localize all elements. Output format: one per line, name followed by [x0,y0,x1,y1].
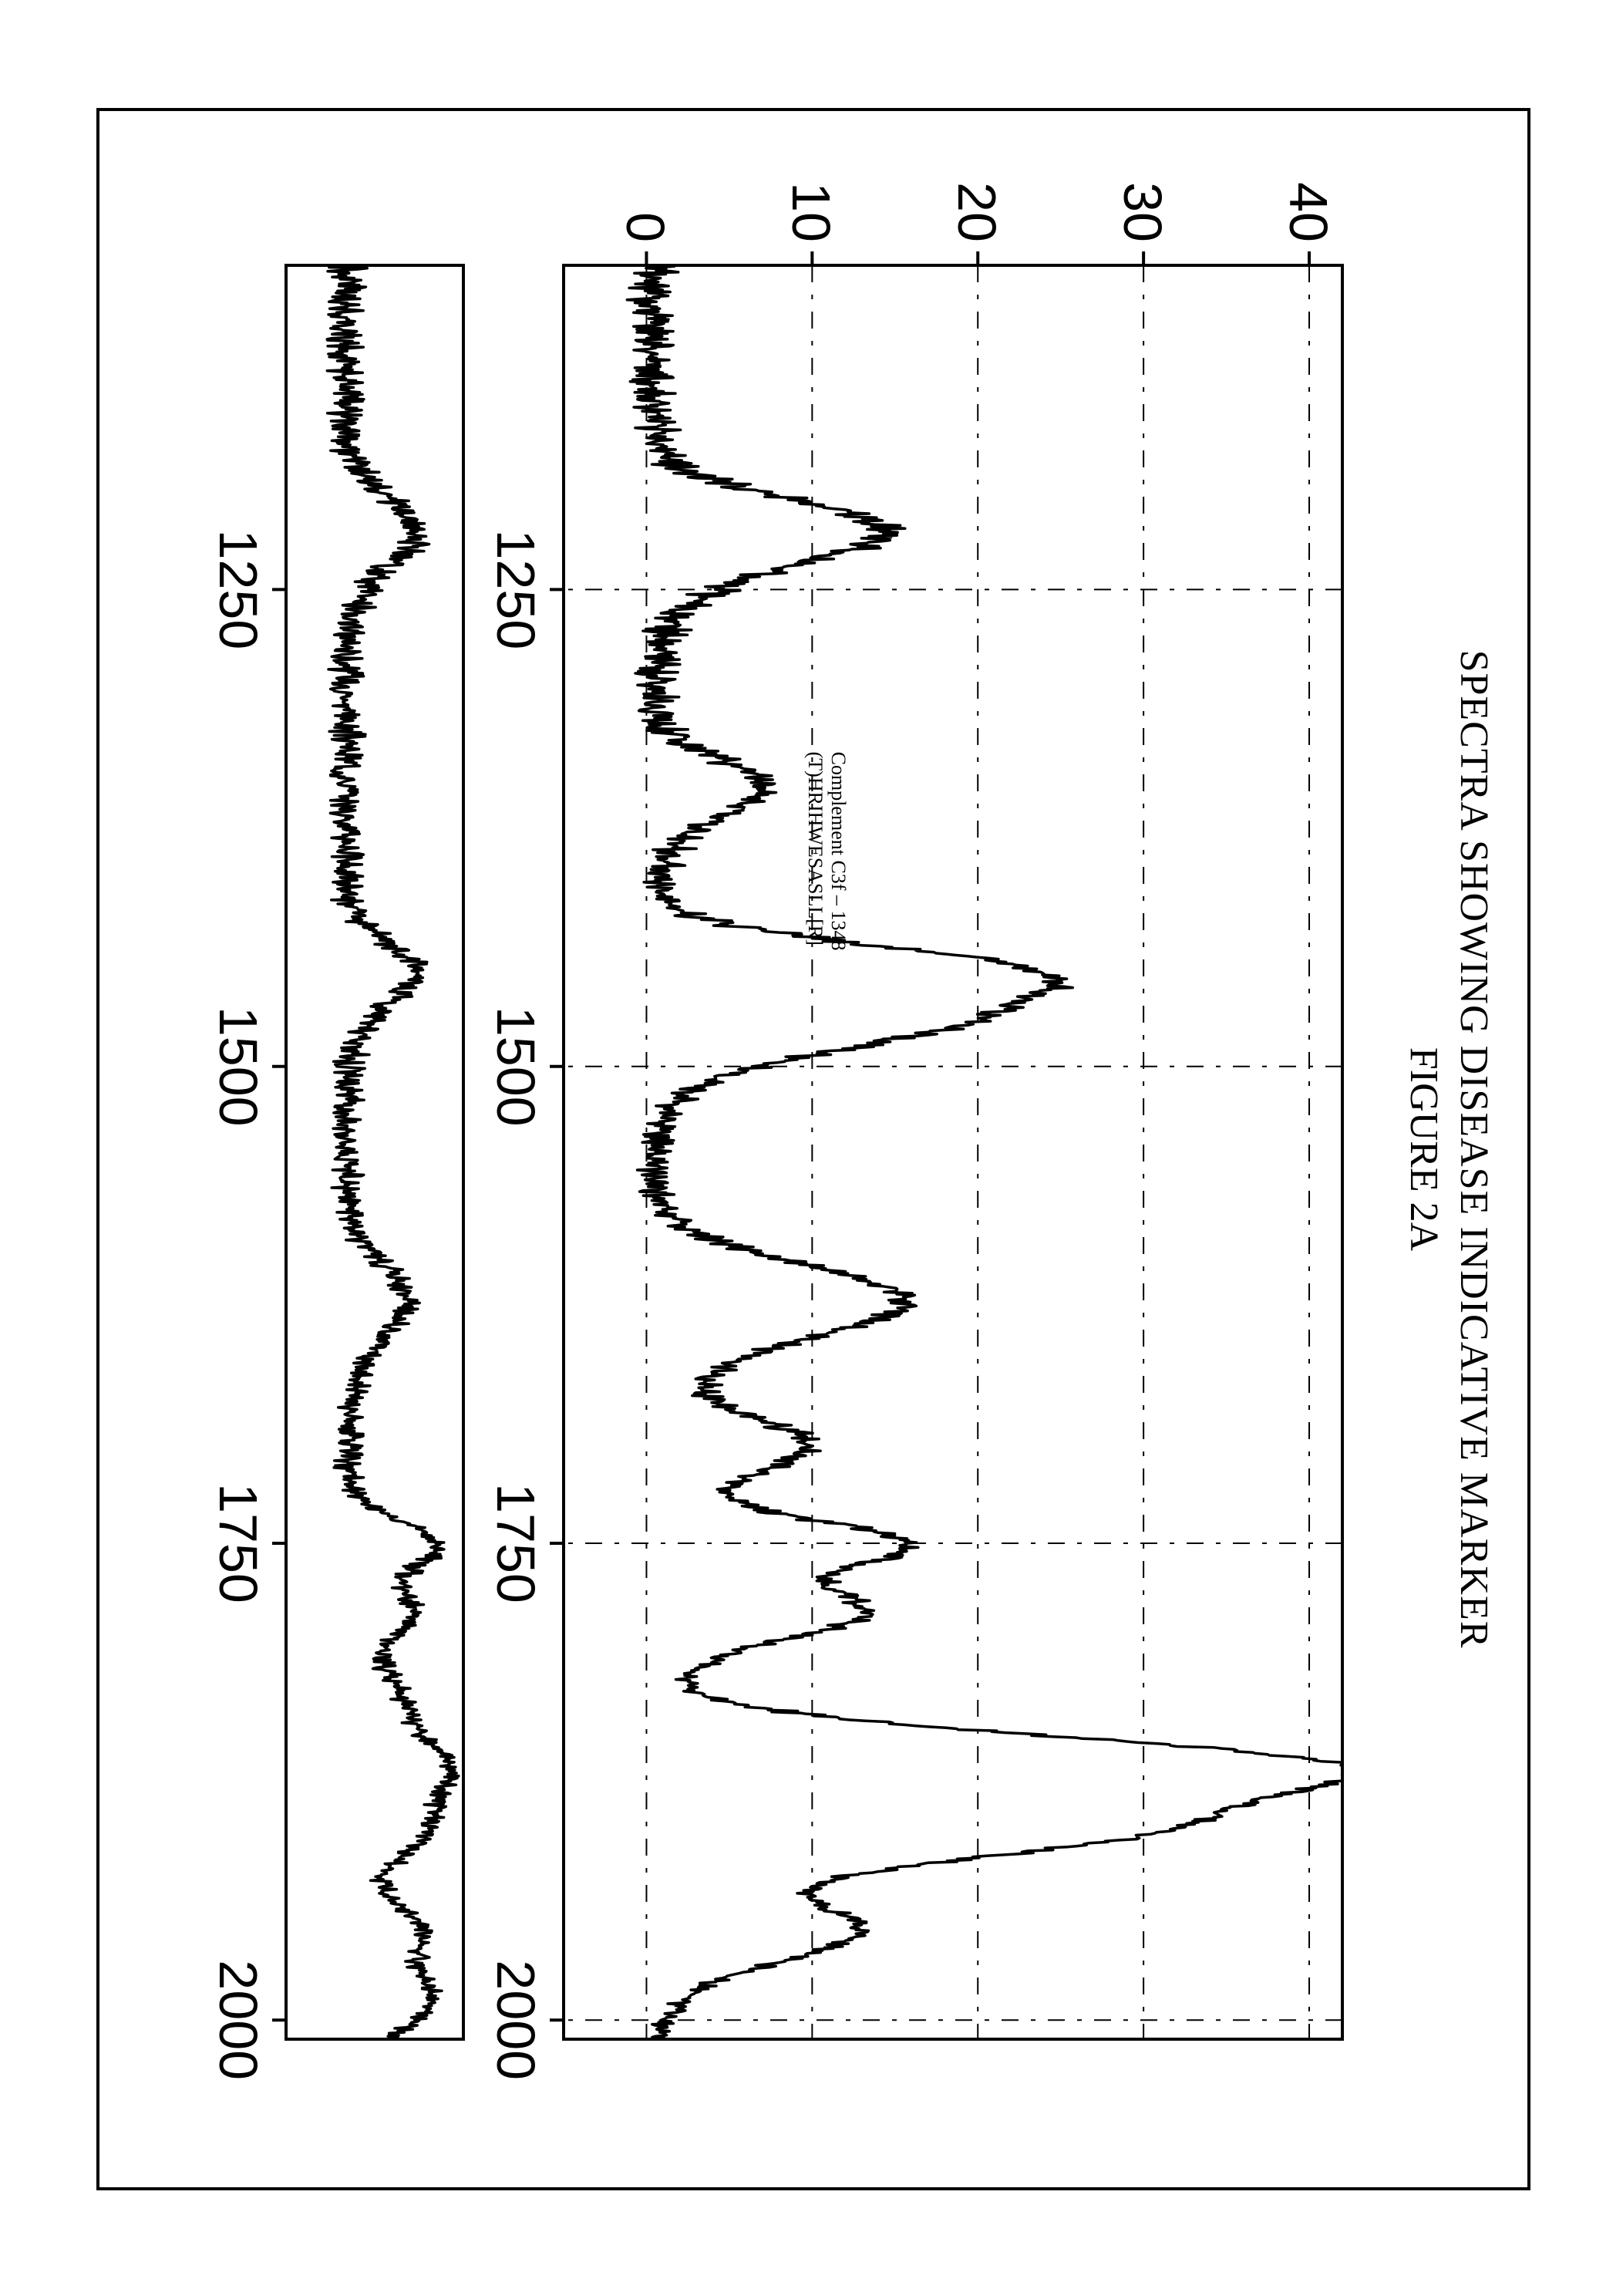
svg-text:(T)HRIHWESASLL[R]: (T)HRIHWESASLL[R] [804,752,827,946]
figure-title-line1: SPECTRA SHOWING DISEASE INDICATIVE MARKE… [1451,111,1497,2187]
x-tick-label-bottom: 1250 [207,512,269,666]
x-tick-label-top: 1250 [485,512,547,666]
x-tick-label-bottom: 2000 [207,1943,269,2097]
figure-title-block: SPECTRA SHOWING DISEASE INDICATIVE MARKE… [1401,111,1497,2187]
landscape-canvas: SPECTRA SHOWING DISEASE INDICATIVE MARKE… [0,0,1623,2296]
x-tick-label-bottom: 1500 [207,990,269,1144]
figure-title-line2: FIGURE 2A [1401,111,1446,2187]
y-tick-label: 0 [615,150,676,242]
x-tick-label-top: 1750 [485,1466,547,1620]
plot-area: Complement C3f – 1348(T)HRIHWESASLL[R] 0… [186,250,1350,2055]
y-tick-label: 30 [1112,150,1173,242]
svg-text:Complement C3f – 1348: Complement C3f – 1348 [827,752,850,951]
outer-frame: SPECTRA SHOWING DISEASE INDICATIVE MARKE… [96,108,1530,2190]
x-tick-label-bottom: 1750 [207,1466,269,1620]
page: SPECTRA SHOWING DISEASE INDICATIVE MARKE… [0,0,1623,2296]
spectrum-svg: Complement C3f – 1348(T)HRIHWESASLL[R] [186,250,1350,2055]
y-tick-label: 40 [1278,150,1339,242]
y-tick-label: 20 [946,150,1008,242]
x-tick-label-top: 1500 [485,990,547,1144]
x-tick-label-top: 2000 [485,1943,547,2097]
y-tick-label: 10 [780,150,842,242]
